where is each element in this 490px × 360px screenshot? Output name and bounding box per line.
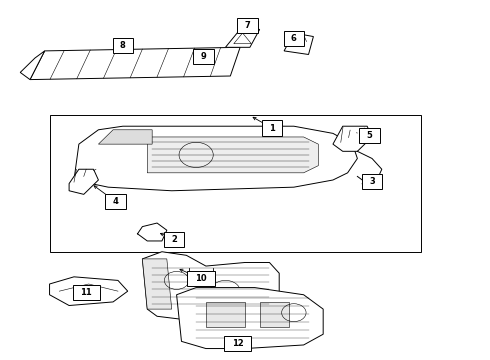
Text: 3: 3 [369,177,375,186]
Polygon shape [225,30,260,47]
FancyBboxPatch shape [262,121,282,135]
Text: 4: 4 [113,197,119,206]
Polygon shape [30,47,240,80]
Text: 1: 1 [269,123,275,132]
Bar [260,302,289,327]
Text: 7: 7 [245,21,250,30]
FancyBboxPatch shape [113,38,133,53]
Polygon shape [74,126,357,191]
FancyBboxPatch shape [187,271,215,286]
Polygon shape [234,33,251,44]
FancyBboxPatch shape [237,18,258,33]
Polygon shape [284,33,314,54]
FancyBboxPatch shape [105,194,126,209]
Text: 6: 6 [291,34,297,43]
Text: 5: 5 [367,131,372,140]
Polygon shape [176,288,323,348]
Polygon shape [98,130,152,144]
FancyBboxPatch shape [224,336,251,351]
FancyBboxPatch shape [193,49,214,64]
Polygon shape [20,51,45,80]
Bar [49,116,421,252]
Text: 12: 12 [232,339,244,348]
Text: 11: 11 [80,288,92,297]
Text: 9: 9 [200,52,206,61]
Text: 8: 8 [120,41,126,50]
Bar [206,302,245,327]
FancyBboxPatch shape [73,285,100,301]
Polygon shape [143,259,172,309]
Polygon shape [69,169,98,194]
Polygon shape [333,126,372,151]
Text: 10: 10 [195,274,207,283]
Polygon shape [143,252,279,320]
FancyBboxPatch shape [359,128,380,143]
FancyBboxPatch shape [164,231,184,247]
Polygon shape [147,137,318,173]
Polygon shape [49,277,128,306]
FancyBboxPatch shape [362,174,382,189]
FancyBboxPatch shape [284,31,304,46]
Text: 2: 2 [171,235,177,244]
